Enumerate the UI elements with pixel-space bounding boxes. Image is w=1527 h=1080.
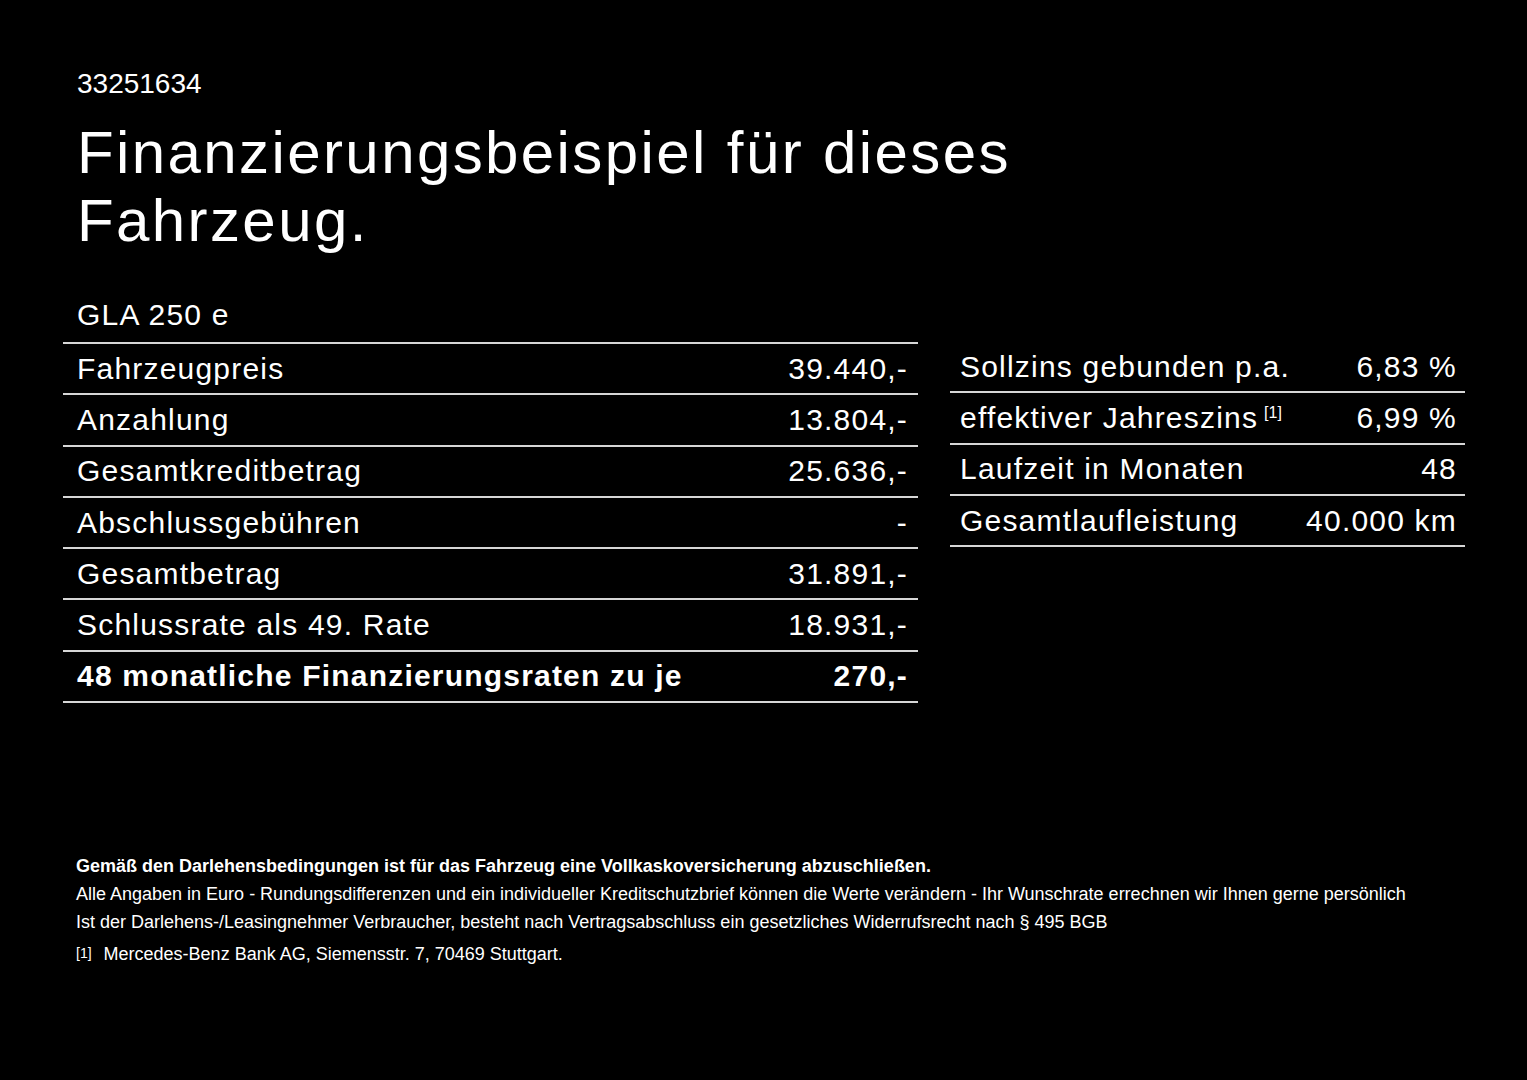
table-row-gesamtkreditbetrag: Gesamtkreditbetrag 25.636,- <box>63 447 918 498</box>
row-value: - <box>897 506 918 540</box>
row-value: 270,- <box>834 659 918 693</box>
row-value: 25.636,- <box>788 454 918 488</box>
row-label: 48 monatliche Finanzierungsraten zu je <box>63 659 683 693</box>
row-label: Anzahlung <box>63 403 230 437</box>
table-row-fahrzeugpreis: Fahrzeugpreis 39.440,- <box>63 344 918 395</box>
listing-id: 33251634 <box>77 68 202 100</box>
table-row-gesamtbetrag: Gesamtbetrag 31.891,- <box>63 549 918 600</box>
footnote-marker: [1] <box>1264 404 1282 421</box>
row-label: Gesamtkreditbetrag <box>63 454 362 488</box>
row-label: Schlussrate als 49. Rate <box>63 608 431 642</box>
row-label: Sollzins gebunden p.a. <box>950 350 1290 384</box>
row-value: 6,83 % <box>1356 350 1465 384</box>
table-row-anzahlung: Anzahlung 13.804,- <box>63 395 918 446</box>
row-value: 40.000 km <box>1306 504 1465 538</box>
insurance-note: Gemäß den Darlehensbedingungen ist für d… <box>76 852 1406 880</box>
row-value: 48 <box>1421 452 1465 486</box>
page-title: Finanzierungsbeispiel für dieses Fahrzeu… <box>77 119 1107 255</box>
table-row-effektiver-jahreszins: effektiver Jahreszins[1] 6,99 % <box>950 393 1465 444</box>
footnotes: Gemäß den Darlehensbedingungen ist für d… <box>76 852 1406 969</box>
footnote-marker: [1] <box>76 945 92 961</box>
row-label: Abschlussgebühren <box>63 506 361 540</box>
row-value: 6,99 % <box>1356 401 1465 435</box>
vehicle-model: GLA 250 e <box>77 298 230 332</box>
disclaimer-line-1: Alle Angaben in Euro - Rundungsdifferenz… <box>76 880 1406 908</box>
table-row-monatsrate: 48 monatliche Finanzierungsraten zu je 2… <box>63 652 918 703</box>
table-row-sollzins: Sollzins gebunden p.a. 6,83 % <box>950 342 1465 393</box>
disclaimer-line-2: Ist der Darlehens-/Leasingnehmer Verbrau… <box>76 908 1406 936</box>
row-label: Laufzeit in Monaten <box>950 452 1245 486</box>
row-label: Fahrzeugpreis <box>63 352 284 386</box>
table-row-abschlussgebuehren: Abschlussgebühren - <box>63 498 918 549</box>
table-row-laufzeit: Laufzeit in Monaten 48 <box>950 445 1465 496</box>
table-row-gesamtlaufleistung: Gesamtlaufleistung 40.000 km <box>950 496 1465 547</box>
row-label: effektiver Jahreszins[1] <box>950 401 1282 435</box>
row-value: 13.804,- <box>788 403 918 437</box>
source-text: Mercedes-Benz Bank AG, Siemensstr. 7, 70… <box>104 944 563 964</box>
row-label: Gesamtlaufleistung <box>950 504 1238 538</box>
source-note: [1] Mercedes-Benz Bank AG, Siemensstr. 7,… <box>76 940 1406 969</box>
financing-table: Fahrzeugpreis 39.440,- Anzahlung 13.804,… <box>63 342 918 703</box>
table-row-schlussrate: Schlussrate als 49. Rate 18.931,- <box>63 600 918 651</box>
row-value: 31.891,- <box>788 557 918 591</box>
row-value: 39.440,- <box>788 352 918 386</box>
row-value: 18.931,- <box>788 608 918 642</box>
conditions-table: Sollzins gebunden p.a. 6,83 % effektiver… <box>950 342 1465 547</box>
row-label: Gesamtbetrag <box>63 557 282 591</box>
